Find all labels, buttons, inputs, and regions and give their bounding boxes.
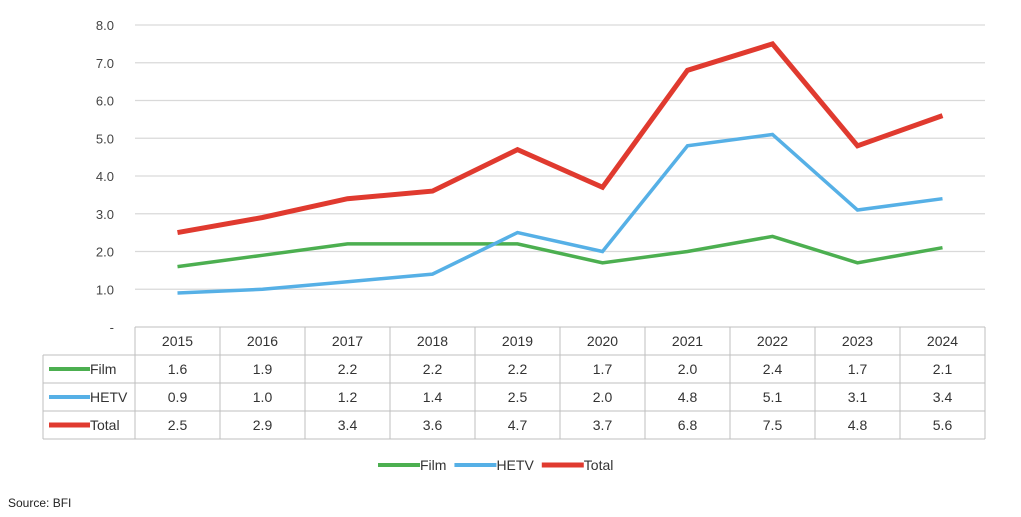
x-category-label: 2017 bbox=[332, 333, 363, 349]
table-value-cell: 1.6 bbox=[168, 361, 188, 377]
table-series-label: Film bbox=[90, 361, 116, 377]
x-category-label: 2022 bbox=[757, 333, 788, 349]
table-series-label: Total bbox=[90, 417, 120, 433]
x-category-label: 2023 bbox=[842, 333, 873, 349]
table-value-cell: 2.1 bbox=[933, 361, 953, 377]
x-category-label: 2016 bbox=[247, 333, 278, 349]
table-value-cell: 7.5 bbox=[763, 417, 783, 433]
legend-label: Total bbox=[584, 457, 614, 473]
table-value-cell: 3.6 bbox=[423, 417, 443, 433]
table-value-cell: 1.2 bbox=[338, 389, 358, 405]
y-axis: - 1.0 2.0 3.0 4.0 5.0 6.0 7.0 8.0 bbox=[96, 18, 114, 335]
table-value-cell: 3.7 bbox=[593, 417, 613, 433]
table-value-cell: 3.1 bbox=[848, 389, 868, 405]
source-note: Source: BFI bbox=[8, 496, 72, 510]
y-tick-label: - bbox=[110, 320, 114, 335]
x-category-label: 2015 bbox=[162, 333, 193, 349]
table-value-cell: 4.7 bbox=[508, 417, 528, 433]
table-value-cell: 2.4 bbox=[763, 361, 783, 377]
table-value-cell: 2.5 bbox=[508, 389, 528, 405]
x-category-label: 2018 bbox=[417, 333, 448, 349]
table-value-cell: 1.4 bbox=[423, 389, 443, 405]
table-value-cell: 5.1 bbox=[763, 389, 783, 405]
y-tick-label: 7.0 bbox=[96, 56, 114, 71]
table-value-cell: 2.9 bbox=[253, 417, 273, 433]
table-value-cell: 1.9 bbox=[253, 361, 273, 377]
y-tick-label: 5.0 bbox=[96, 131, 114, 146]
table-value-cell: 1.7 bbox=[848, 361, 868, 377]
legend-label: Film bbox=[420, 457, 446, 473]
series-line-total bbox=[177, 41, 944, 236]
table-value-cell: 6.8 bbox=[678, 417, 698, 433]
table-value-cell: 4.8 bbox=[678, 389, 698, 405]
y-tick-label: 6.0 bbox=[96, 94, 114, 109]
data-table: 2015 2016 2017 2018 2019 2020 2021 2022 2023 2024… bbox=[42, 326, 986, 440]
table-value-cell: 4.8 bbox=[848, 417, 868, 433]
y-tick-label: 8.0 bbox=[96, 18, 114, 33]
x-category-label: 2021 bbox=[672, 333, 703, 349]
series-line-film bbox=[177, 234, 943, 269]
table-value-cell: 2.2 bbox=[338, 361, 358, 377]
table-value-cell: 0.9 bbox=[168, 389, 188, 405]
table-value-cell: 2.0 bbox=[678, 361, 698, 377]
table-value-cell: 1.7 bbox=[593, 361, 613, 377]
x-category-label: 2020 bbox=[587, 333, 618, 349]
table-value-cell: 5.6 bbox=[933, 417, 953, 433]
legend-label: HETV bbox=[496, 457, 534, 473]
legend: Film HETV Total bbox=[378, 457, 613, 473]
y-tick-label: 4.0 bbox=[96, 169, 114, 184]
x-category-label: 2024 bbox=[927, 333, 958, 349]
series-line-hetv bbox=[177, 132, 943, 295]
table-value-cell: 2.0 bbox=[593, 389, 613, 405]
series-lines bbox=[177, 41, 944, 295]
table-value-cell: 3.4 bbox=[933, 389, 953, 405]
table-value-cell: 3.4 bbox=[338, 417, 358, 433]
table-value-cell: 2.2 bbox=[423, 361, 443, 377]
table-value-cell: 2.5 bbox=[168, 417, 188, 433]
gridlines bbox=[135, 24, 985, 290]
y-tick-label: 3.0 bbox=[96, 207, 114, 222]
y-tick-label: 2.0 bbox=[96, 245, 114, 260]
y-tick-label: 1.0 bbox=[96, 282, 114, 297]
table-value-cell: 1.0 bbox=[253, 389, 273, 405]
table-value-cell: 2.2 bbox=[508, 361, 528, 377]
x-category-label: 2019 bbox=[502, 333, 533, 349]
table-series-label: HETV bbox=[90, 389, 128, 405]
